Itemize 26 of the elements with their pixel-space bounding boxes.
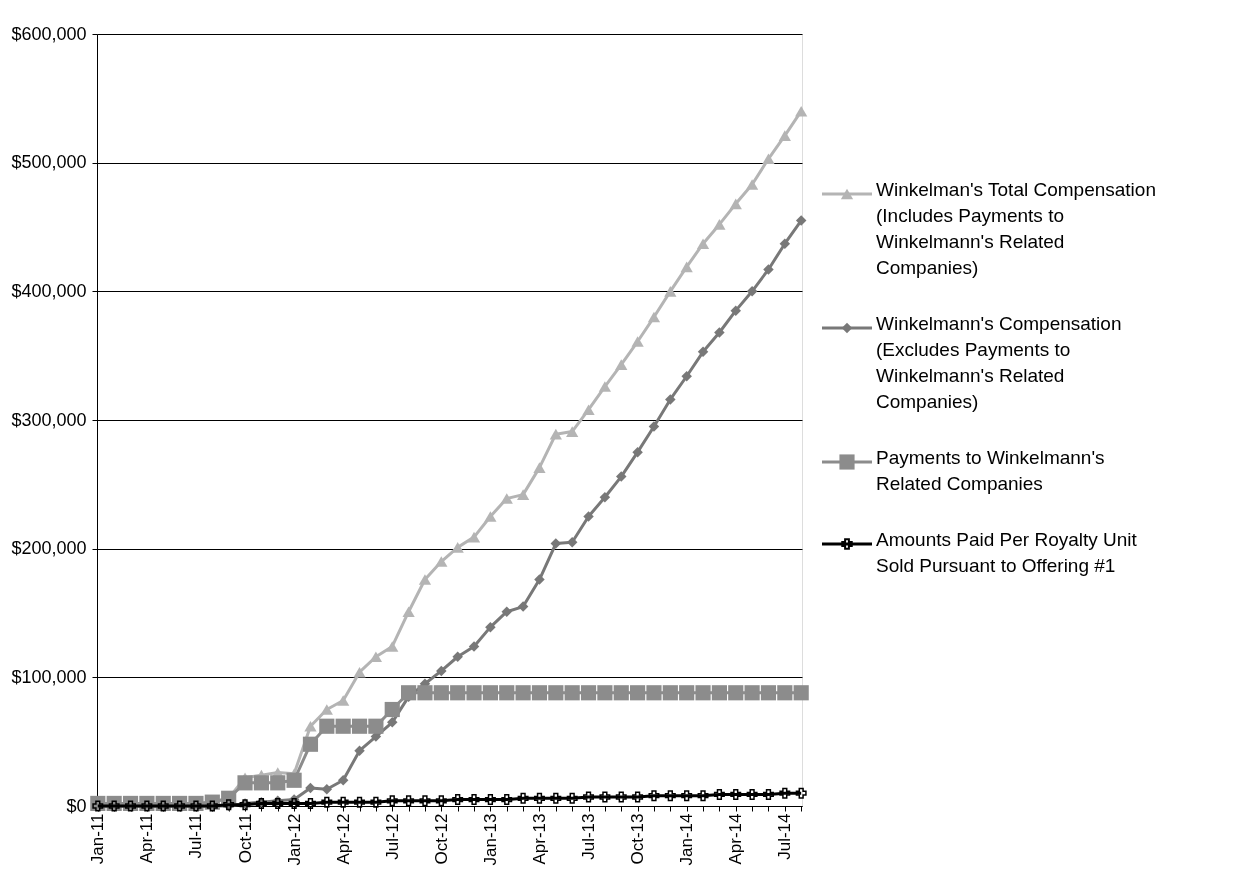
legend-label: Winkelman's Total Compensation (Includes Payments to Winkelmann's Related Companies) bbox=[876, 179, 1156, 278]
x-tick-label: Jul-12 bbox=[382, 813, 402, 860]
x-tick-label: Jul-11 bbox=[186, 813, 206, 859]
y-tick-label: $0 bbox=[66, 795, 87, 816]
y-tick-label: $400,000 bbox=[11, 280, 87, 301]
x-tick-label: Jan-13 bbox=[480, 813, 500, 866]
x-tick-label: Apr-11 bbox=[137, 813, 157, 864]
legend-label: Winkelmann's Compensation (Excludes Payments to Winkelmann's Related Companies) bbox=[876, 313, 1122, 412]
y-tick-label: $500,000 bbox=[11, 152, 87, 173]
legend-label: Amounts Paid Per Royalty Unit Sold Pursuant to Offering #1 bbox=[876, 529, 1138, 576]
x-tick-label: Jan-12 bbox=[284, 813, 304, 866]
x-tick-label: Oct-11 bbox=[235, 813, 255, 864]
legend-label: Payments to Winkelmann's Related Companies bbox=[876, 447, 1105, 494]
x-tick-label: Oct-13 bbox=[628, 813, 648, 865]
x-tick-label: Jul-13 bbox=[579, 813, 599, 860]
x-tick-label: Oct-12 bbox=[431, 813, 451, 865]
x-tick-label: Apr-13 bbox=[529, 813, 549, 865]
x-tick-label: Apr-12 bbox=[333, 813, 353, 865]
x-tick-label: Jul-14 bbox=[775, 813, 795, 860]
x-tick-label: Apr-14 bbox=[726, 813, 746, 865]
y-tick-label: $200,000 bbox=[11, 538, 87, 559]
y-tick-label: $600,000 bbox=[11, 23, 87, 44]
y-tick-label: $100,000 bbox=[11, 666, 87, 687]
x-tick-label: Jan-11 bbox=[88, 813, 108, 865]
x-tick-label: Jan-14 bbox=[677, 813, 697, 866]
y-tick-label: $300,000 bbox=[11, 409, 87, 430]
